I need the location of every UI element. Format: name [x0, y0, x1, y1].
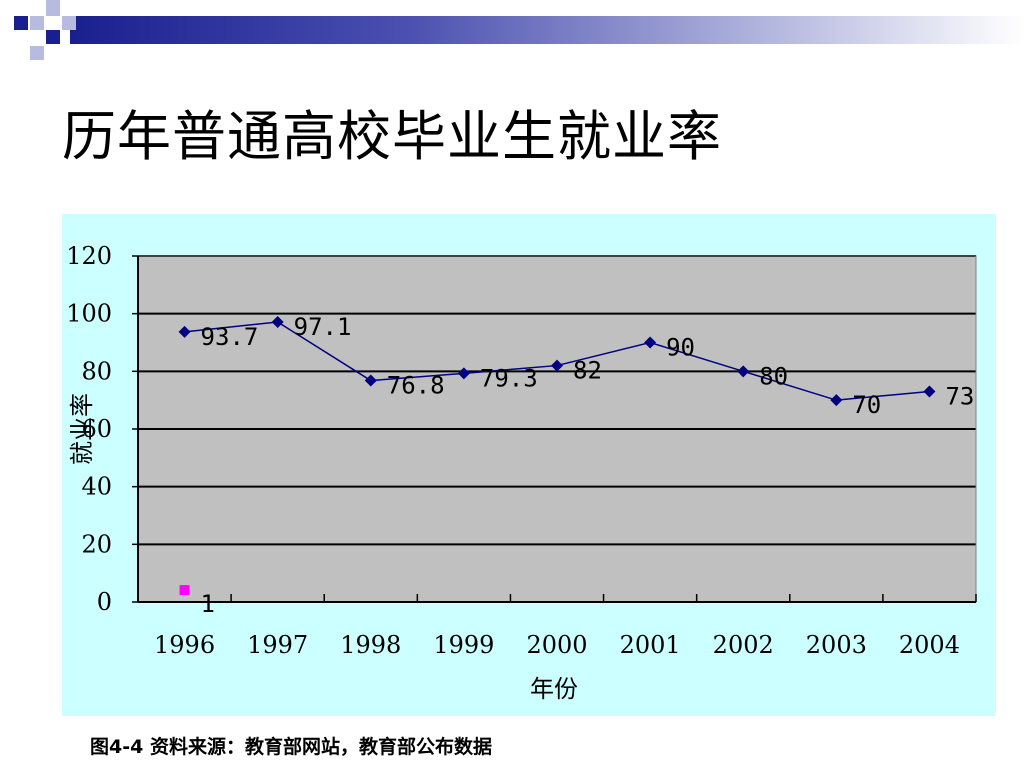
- y-tick-label: 0: [97, 588, 112, 616]
- line-chart: 0 20 40 60 80 100 120 1996 1997 1998 1999 2000 2001…: [66, 242, 977, 703]
- data-point-2003: [830, 394, 843, 407]
- y-axis-ticks: 0 20 40 60 80 100 120: [66, 242, 138, 616]
- data-label-0-6: 80: [759, 362, 788, 390]
- x-tick-label: 2000: [526, 631, 587, 659]
- x-tick-label: 2004: [899, 631, 960, 659]
- data-label-0-1: 97.1: [294, 313, 352, 341]
- decor-square-lavender: [30, 16, 44, 30]
- data-point-2000: [551, 359, 563, 372]
- decor-square-navy: [46, 30, 60, 44]
- data-point-2004: [923, 385, 936, 398]
- y-tick-label: 40: [81, 473, 112, 501]
- x-axis-title: 年份: [530, 675, 578, 703]
- x-tick-label: 1996: [154, 631, 215, 659]
- x-tick-label: 1998: [340, 631, 401, 659]
- y-tick-label: 120: [66, 242, 112, 270]
- data-point-1999: [457, 367, 470, 380]
- data-label-1-0: 1: [201, 590, 215, 618]
- decor-square-lavender: [62, 16, 76, 30]
- page-title: 历年普通高校毕业生就业率: [62, 105, 722, 168]
- data-point-2002: [737, 365, 750, 378]
- data-label-0-2: 76.8: [387, 372, 445, 400]
- extra-data-point: [179, 585, 190, 596]
- data-label-0-4: 82: [573, 357, 602, 385]
- header-gradient-bar: [70, 16, 1024, 44]
- y-tick-label: 80: [81, 357, 112, 385]
- x-tick-label: 2001: [620, 631, 681, 659]
- data-point-1997: [271, 316, 284, 329]
- x-tick-label: 1999: [433, 631, 494, 659]
- decor-square-lavender: [30, 46, 44, 60]
- data-label-0-0: 93.7: [201, 323, 259, 351]
- y-axis-title: 就业率: [68, 393, 96, 465]
- data-point-2001: [644, 336, 657, 349]
- series-layer: 93.7 97.1 76.8 79.3 82 90 80 70 73 1: [178, 313, 974, 618]
- data-point-1998: [364, 374, 377, 387]
- x-tick-label: 1997: [247, 631, 308, 659]
- y-tick-label: 100: [66, 300, 112, 328]
- y-tick-label: 20: [81, 530, 112, 558]
- data-label-0-8: 73: [945, 383, 974, 411]
- x-tick-label: 2002: [713, 631, 774, 659]
- data-label-0-3: 79.3: [480, 364, 538, 392]
- x-tick-label: 2003: [806, 631, 867, 659]
- y-tick-label: 60: [81, 415, 112, 443]
- x-axis-ticks: 1996 1997 1998 1999 2000 2001 2002 2003 2004: [137, 594, 977, 659]
- data-label-0-7: 70: [852, 391, 881, 419]
- figure-caption: 图4-4 资料来源：教育部网站，教育部公布数据: [90, 736, 492, 758]
- chart-area: 0 20 40 60 80 100 120 1996 1997 1998 1999 2000 2001…: [62, 214, 996, 716]
- decor-square-lavender: [46, 0, 60, 16]
- data-label-0-5: 90: [666, 334, 695, 362]
- data-point-1996: [178, 325, 191, 338]
- decor-square-navy: [14, 16, 28, 30]
